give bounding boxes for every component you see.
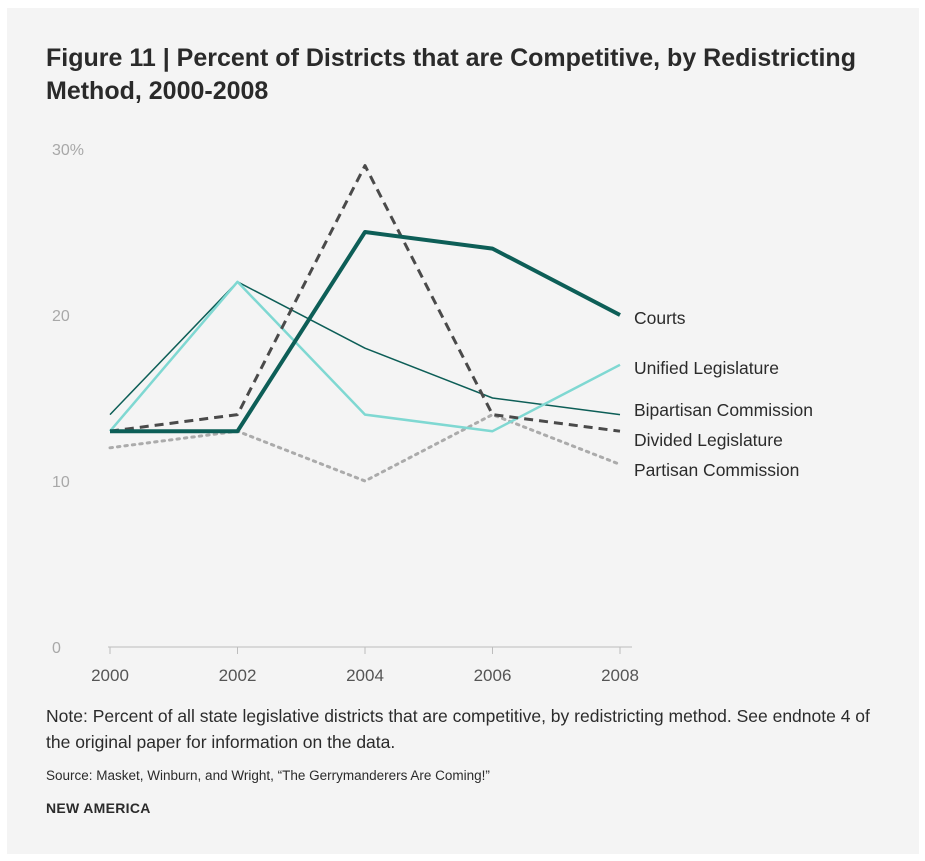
series-label-partisan-commission: Partisan Commission — [634, 460, 799, 480]
y-tick-label: 0 — [52, 640, 61, 657]
series-label-courts: Courts — [634, 308, 686, 328]
x-tick-label: 2006 — [474, 666, 512, 685]
chart-source: Source: Masket, Winburn, and Wright, “Th… — [46, 768, 490, 783]
x-tick-label: 2002 — [219, 666, 257, 685]
x-tick-label: 2000 — [91, 666, 129, 685]
x-tick-label: 2004 — [346, 666, 384, 685]
series-line-courts — [110, 230, 621, 434]
y-tick-label: 30% — [52, 142, 84, 159]
series-line-bipartisan-commission — [109, 281, 621, 416]
series-line-divided-legislature — [109, 164, 621, 433]
y-tick-label: 20 — [52, 308, 70, 325]
line-chart: 0 10 20 30% 2000 2002 2004 2006 2008 Courts Unifie… — [52, 142, 813, 685]
chart-title: Figure 11 | Percent of Districts that ar… — [46, 44, 856, 105]
x-tick-label: 2008 — [601, 666, 639, 685]
series-line-partisan-commission — [108, 413, 622, 483]
series-label-divided-legislature: Divided Legislature — [634, 430, 783, 450]
series-label-bipartisan-commission: Bipartisan Commission — [634, 400, 813, 420]
series-line-unified-legislature — [109, 280, 621, 433]
chart-note: Note: Percent of all state legislative d… — [46, 706, 870, 752]
y-tick-label: 10 — [52, 474, 70, 491]
brand-logo-text: NEW AMERICA — [46, 800, 151, 816]
series-label-unified-legislature: Unified Legislature — [634, 358, 779, 378]
